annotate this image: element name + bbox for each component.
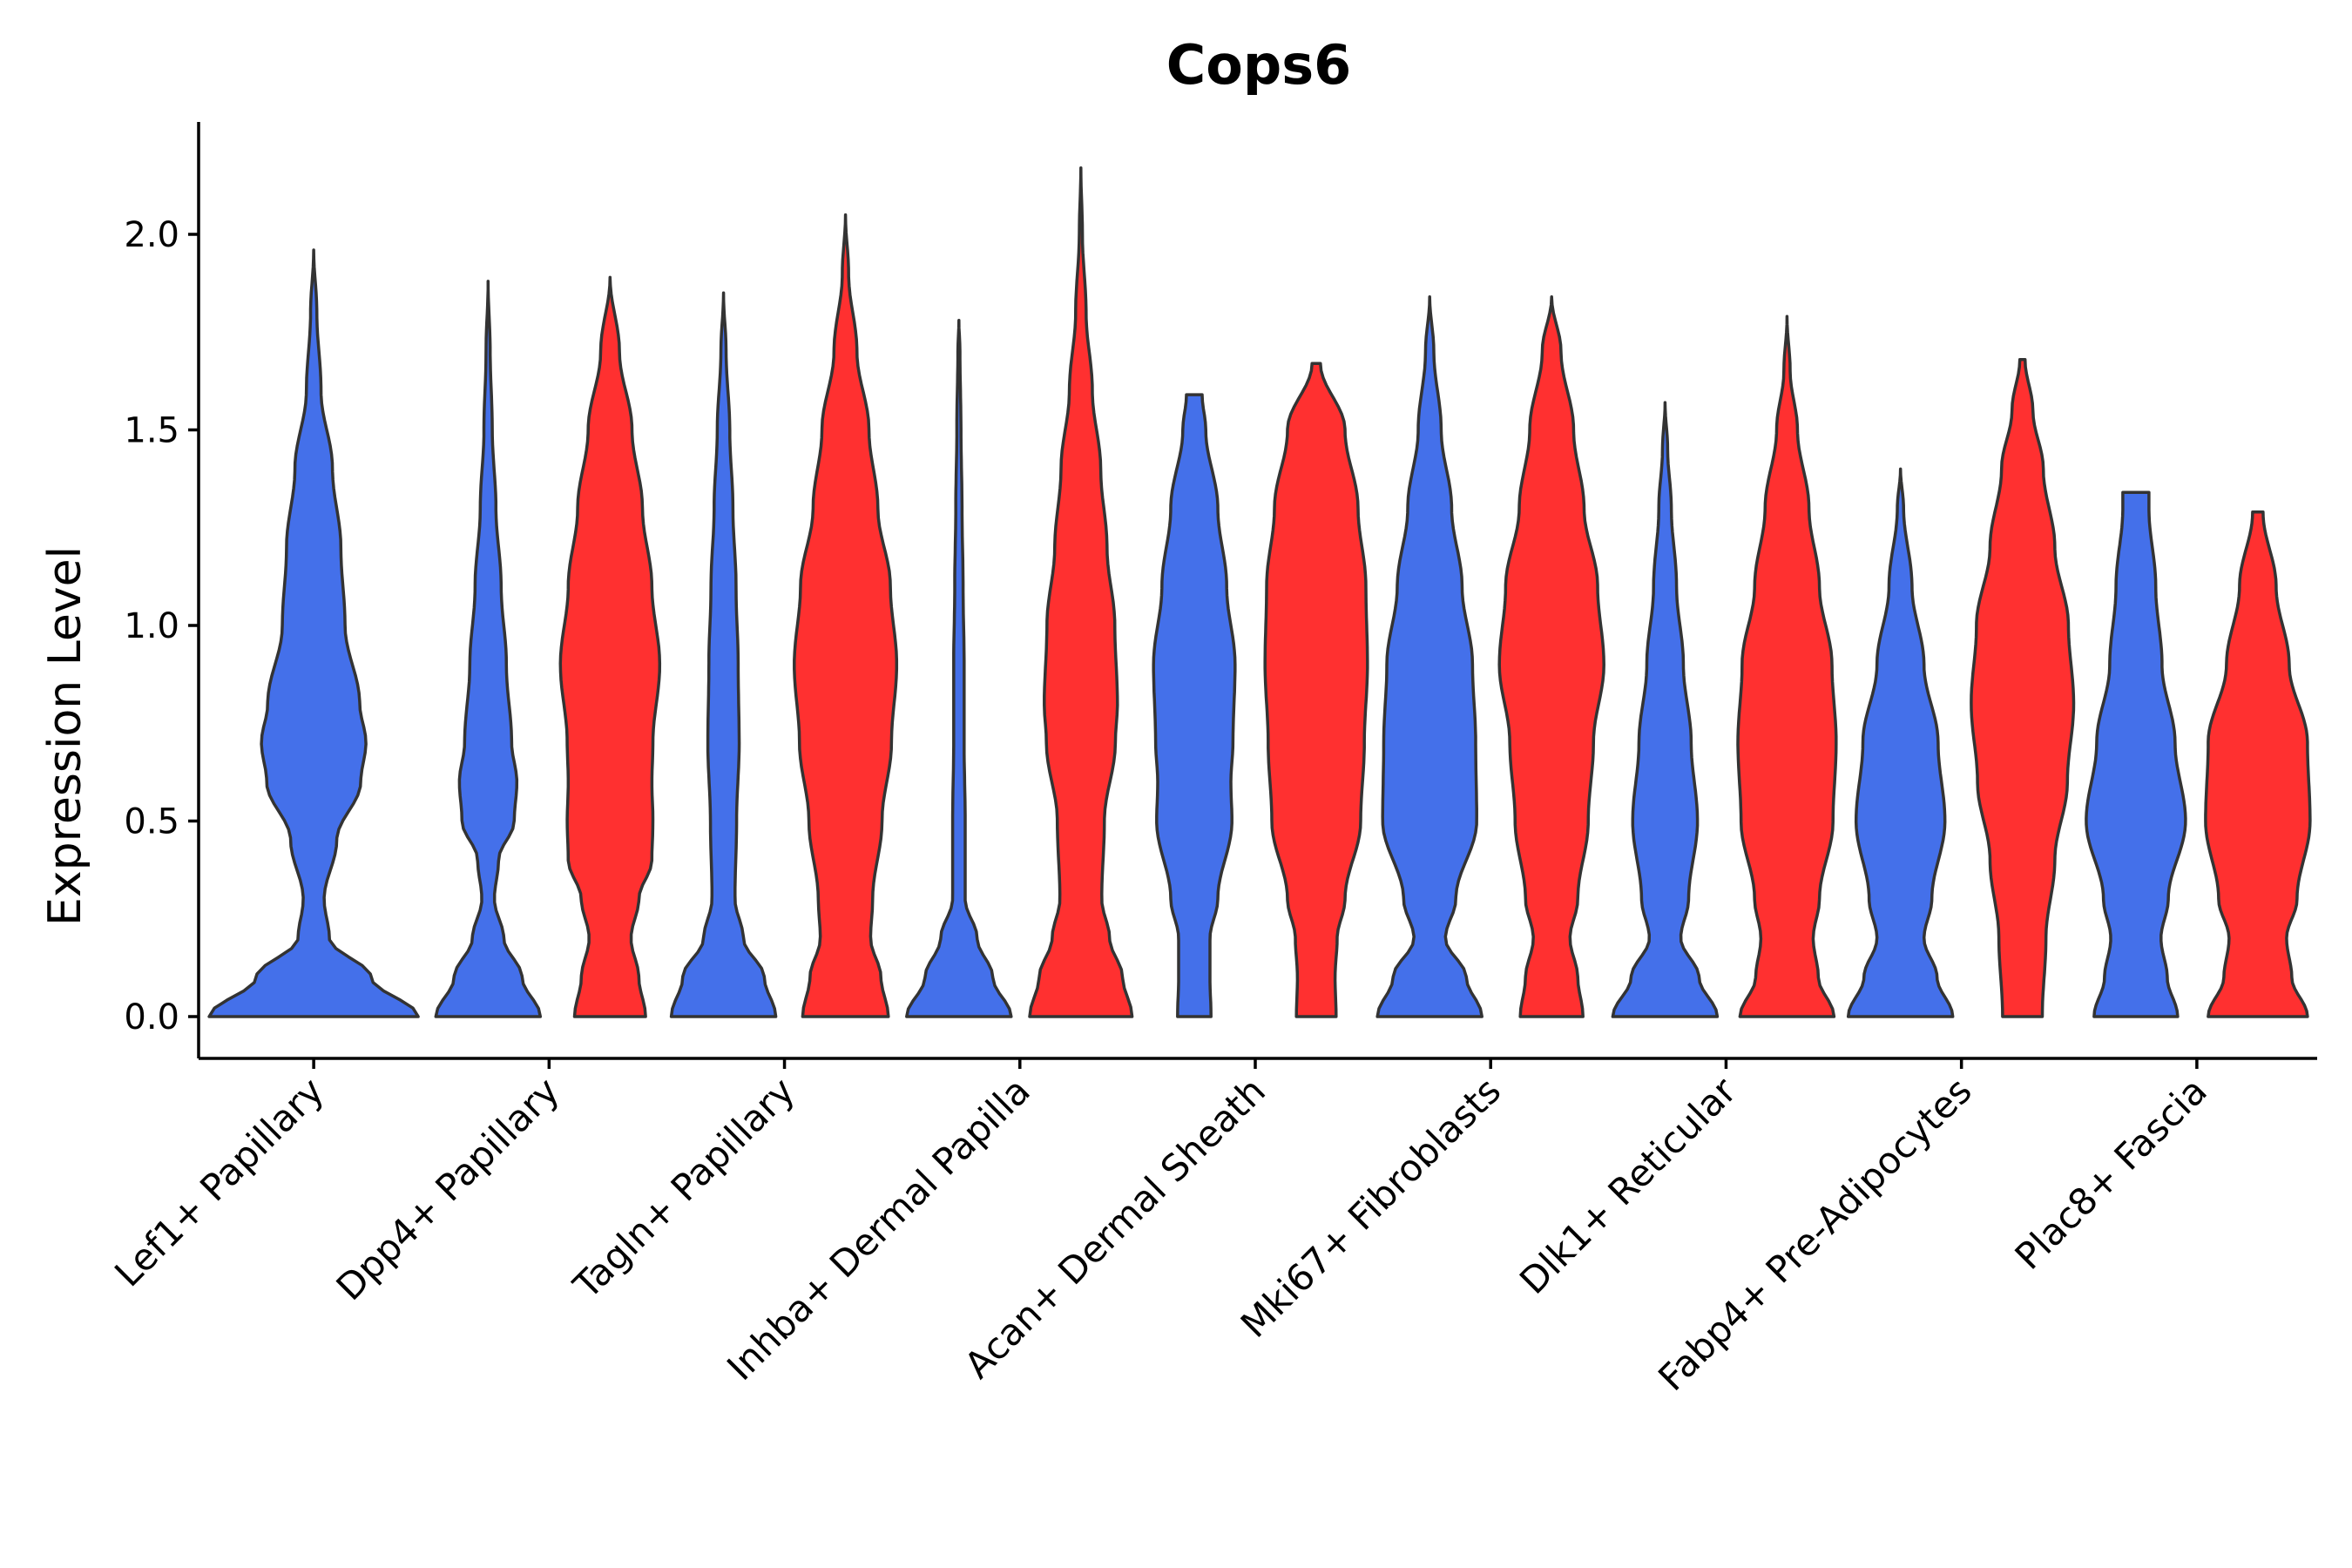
violin-red — [2204, 510, 2312, 1018]
x-tick-label: Dpp4+ Papillary — [328, 1069, 568, 1308]
violin-red — [793, 213, 899, 1018]
violin-blue — [905, 319, 1013, 1018]
violins-layer — [207, 166, 2312, 1018]
violin-blue — [1611, 401, 1720, 1018]
y-tick-label: 2.0 — [124, 215, 179, 255]
x-tick-label: Dlk1+ Reticular — [1511, 1069, 1745, 1302]
y-tick-label: 1.0 — [124, 606, 179, 646]
x-tick-label: Mki67+ Fibroblasts — [1233, 1069, 1509, 1345]
violin-blue — [2085, 490, 2187, 1018]
y-tick-label: 1.5 — [124, 411, 179, 451]
violin-red — [1497, 295, 1605, 1018]
y-tick-label: 0.0 — [124, 997, 179, 1037]
x-tick-label: Tagln+ Papillary — [564, 1069, 802, 1307]
y-tick-label: 0.5 — [124, 802, 179, 842]
x-tick-label: Plac8+ Fascia — [2007, 1069, 2215, 1277]
violin-blue — [1152, 393, 1237, 1018]
violin-red — [1736, 314, 1838, 1018]
violin-red — [1263, 362, 1369, 1018]
violin-blue — [1375, 295, 1484, 1018]
violin-blue — [669, 291, 778, 1018]
y-axis-label: Expression Level — [39, 546, 91, 926]
chart-title: Cops6 — [1166, 33, 1352, 97]
violin-red — [1970, 357, 2076, 1018]
violin-blue — [434, 280, 543, 1018]
violin-blue — [207, 248, 420, 1018]
violin-red — [558, 275, 662, 1018]
x-tick-label: Lef1+ Papillary — [106, 1069, 332, 1294]
violin-red — [1028, 166, 1134, 1018]
violin-blue — [1846, 467, 1955, 1018]
